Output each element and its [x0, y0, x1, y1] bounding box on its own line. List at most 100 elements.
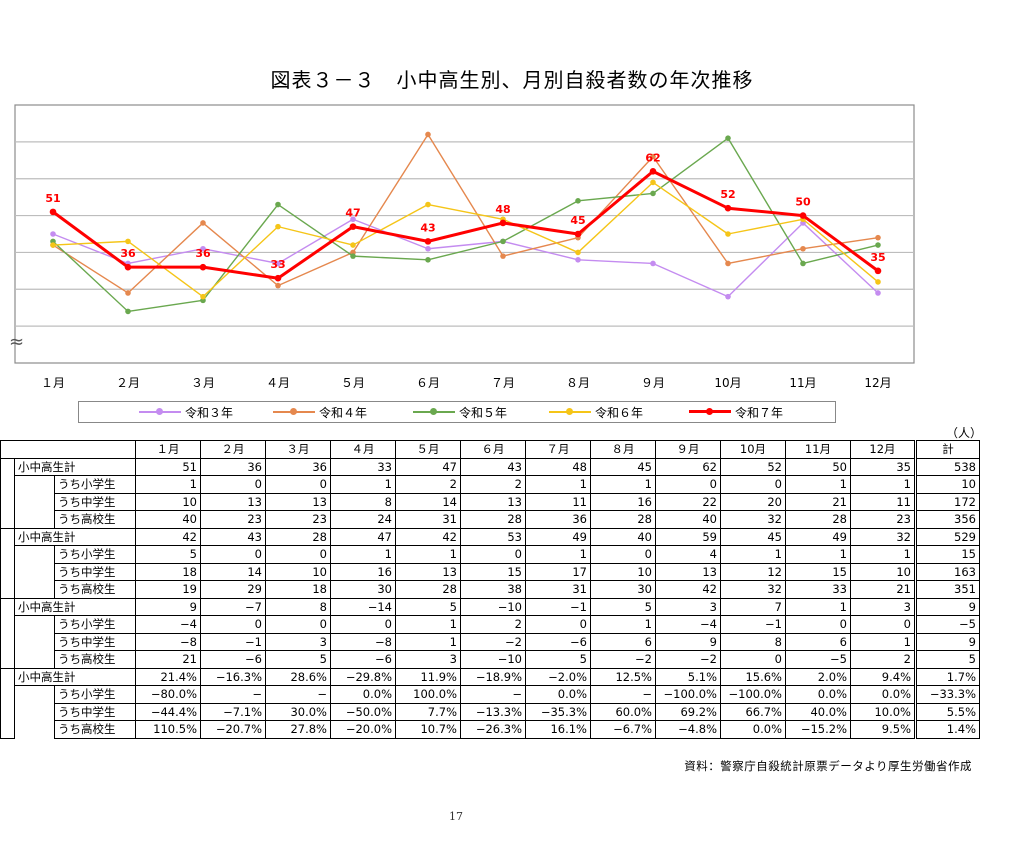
table-cell: 1	[330, 475, 396, 494]
table-row: うち中学生 10 13 13 8 14 13 11 16 22 20 21 11 172	[0, 492, 980, 511]
table-cell: 1	[330, 545, 396, 564]
table-cell: −2	[655, 650, 721, 669]
table-cell: 17	[525, 562, 591, 581]
table-cell: 42	[655, 580, 721, 599]
legend-label: 令和６年	[595, 405, 644, 420]
table-row: うち小学生 −80.0% − −0.0% 100.0% −0.0% − −100.0% −100…	[0, 685, 980, 704]
table-cell: 35	[850, 457, 916, 476]
legend-item: 令和７年	[689, 404, 783, 420]
x-tick-label: 11月	[789, 376, 816, 390]
data-point	[650, 153, 656, 160]
table-cell: 3	[265, 632, 331, 651]
table-cell: 2	[460, 475, 526, 494]
table-cell: 12.5%	[590, 667, 656, 686]
table-cell: −100.0%	[655, 685, 721, 704]
table-cell: 5	[914, 650, 980, 669]
axis-break-mark: ≈	[9, 332, 24, 353]
legend-label: 令和７年	[735, 405, 784, 420]
table-cell: 28	[785, 510, 851, 529]
table-row: うち小学生 −4 0 0 0 1 2 0 1 −4 −1 0 0 −5	[0, 615, 980, 634]
table-header: ３月	[265, 440, 331, 459]
table-cell: 36	[265, 457, 331, 476]
table-cell: −20.7%	[200, 720, 266, 739]
table-cell: 23	[265, 510, 331, 529]
table-cell: 1.4%	[914, 720, 980, 739]
legend-item: 令和４年	[273, 404, 367, 420]
table-cell: 30.0%	[265, 702, 331, 721]
series-line-4	[52, 181, 879, 298]
page-number: 17	[449, 810, 463, 823]
data-point	[500, 238, 506, 245]
table-row: うち小学生 5 0 0 1 1 0 1 0 4 1 1 1 15	[0, 545, 980, 564]
data-label: 52	[720, 188, 735, 201]
table-cell: 5	[590, 597, 656, 616]
table-cell: −1	[720, 615, 786, 634]
table-cell: 49	[525, 527, 591, 546]
data-point	[349, 223, 357, 230]
table-header: ９月	[655, 440, 721, 459]
table-cell: 1	[525, 545, 591, 564]
x-tick-label: ２月	[116, 376, 140, 390]
table-cell: 27.8%	[265, 720, 331, 739]
data-table: １月 ２月 ３月 ４月 ５月 ６月 ７月 ８月 ９月 10月 11月 12月計 小中高生計 51 36 36…	[0, 440, 980, 739]
data-point	[350, 216, 356, 223]
table-cell: 12	[720, 562, 786, 581]
table-cell: 1	[395, 632, 461, 651]
table-cell: 15	[914, 545, 980, 564]
table-cell: 10	[850, 562, 916, 581]
table-header: 計	[914, 440, 980, 459]
table-cell: 6	[590, 632, 656, 651]
table-cell: 0	[265, 475, 331, 494]
table-cell: −44.4%	[135, 702, 201, 721]
data-point	[725, 260, 731, 267]
table-row: うち小学生 1 0 0 1 2 2 1 1 0 0 1 1 10	[0, 475, 980, 494]
x-tick-label: ７月	[491, 376, 515, 390]
data-point	[425, 257, 431, 263]
table-row: うち高校生 40 23 23 24 31 28 36 28 40 32 28 23 356	[0, 510, 980, 529]
table-header: ８月	[590, 440, 656, 459]
table-cell: 2.0%	[785, 667, 851, 686]
table-cell: 1	[850, 475, 916, 494]
table-cell: 33	[330, 457, 396, 476]
table-cell: 51	[135, 457, 201, 476]
table-cell: −100.0%	[720, 685, 786, 704]
table-cell: 45	[590, 457, 656, 476]
row-indent	[14, 703, 55, 721]
table-cell: −29.8%	[330, 667, 396, 686]
table-cell: 0	[590, 545, 656, 564]
table-cell: −	[590, 685, 656, 704]
table-cell: 10	[914, 475, 980, 494]
group-bracket	[0, 615, 15, 633]
table-cell: 0.0%	[785, 685, 851, 704]
table-cell: 9	[914, 632, 980, 651]
row-label: 小中高生計	[14, 597, 136, 616]
table-header: ７月	[525, 440, 591, 459]
table-cell: 31	[525, 580, 591, 599]
table-corner	[0, 440, 136, 459]
data-point	[575, 257, 581, 263]
table-cell: 43	[460, 457, 526, 476]
legend-item: 令和６年	[549, 404, 643, 420]
table-cell: 10.7%	[395, 720, 461, 739]
table-cell: 1	[525, 475, 591, 494]
table-cell: 16	[590, 492, 656, 511]
table-cell: 0	[850, 615, 916, 634]
table-cell: 15	[785, 562, 851, 581]
data-point	[200, 220, 206, 226]
table-cell: −1	[200, 632, 266, 651]
table-cell: 60.0%	[590, 702, 656, 721]
table-cell: 13	[460, 492, 526, 511]
table-cell: 28	[265, 527, 331, 546]
legend-label: 令和５年	[459, 405, 508, 420]
table-cell: 1	[785, 475, 851, 494]
table-cell: 10.0%	[850, 702, 916, 721]
table-cell: 16.1%	[525, 720, 591, 739]
table-cell: 30	[330, 580, 396, 599]
table-cell: −15.2%	[785, 720, 851, 739]
table-row: うち高校生 110.5% −20.7% 27.8% −20.0% 10.7% −26.3% 1…	[0, 720, 980, 739]
group-bracket	[0, 633, 15, 651]
data-point	[575, 249, 581, 256]
table-cell: −5	[785, 650, 851, 669]
row-label: 小中高生計	[14, 457, 136, 476]
table-cell: 13	[655, 562, 721, 581]
